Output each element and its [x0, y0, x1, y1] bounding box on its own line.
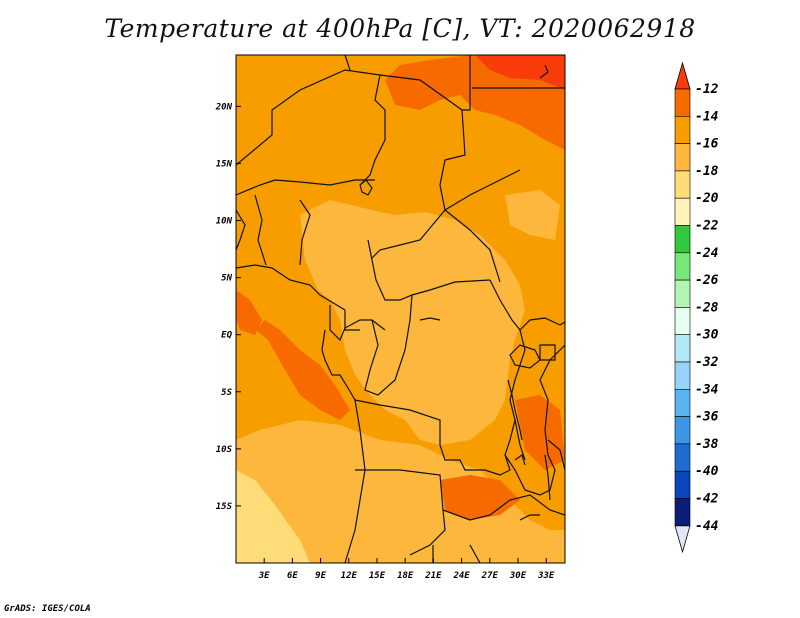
x-tick-label: 12E [341, 571, 358, 581]
x-tick-label: 9E [315, 571, 326, 581]
x-tick-label: 27E [481, 571, 499, 581]
colorbar-label: -32 [695, 355, 719, 370]
band-minus16-center [300, 200, 525, 445]
x-tick-label: 33E [537, 571, 555, 581]
colorbar-label: -16 [695, 137, 719, 152]
band-minus12-west [236, 290, 262, 335]
x-tick-label: 21E [424, 571, 442, 581]
colorbar-segment [674, 307, 691, 335]
chart-title: Temperature at 400hPa [C], VT: 202006291… [104, 14, 696, 43]
colorbar-label: -24 [695, 246, 719, 261]
colorbar-label: -22 [695, 219, 719, 234]
band-minus16-east [505, 190, 560, 240]
colorbar-segment [674, 279, 691, 308]
y-tick-label: EQ [221, 331, 232, 341]
colorbar: -12 -14 -16 -18 -20 -22 -24 -26 -28 -30 -32 -34 -36 -… [674, 61, 719, 554]
colorbar-segment [674, 170, 691, 199]
colorbar-segment [674, 143, 691, 172]
map-frame [235, 54, 566, 564]
colorbar-label: -14 [695, 109, 719, 124]
band-minus12-south [440, 475, 520, 520]
y-tick-label: 10S [216, 445, 233, 455]
x-tick-label: 30E [509, 571, 527, 581]
colorbar-label: -12 [695, 82, 719, 97]
colorbar-segment [674, 88, 691, 117]
credit-text: GrADS: IGES/COLA [4, 604, 91, 614]
band-minus12-east [515, 395, 565, 470]
band-minus12-coast [256, 320, 350, 420]
country-borders [236, 55, 565, 563]
colorbar-label: -40 [695, 464, 719, 479]
colorbar-segment [674, 361, 691, 390]
x-tick-label: 15E [369, 571, 386, 581]
lakes [359, 64, 551, 521]
colorbar-label: -30 [695, 328, 719, 343]
colorbar-segment [674, 334, 691, 363]
colorbar-segment [674, 443, 691, 472]
colorbar-bottom-triangle [674, 525, 691, 554]
band-minus16-south [236, 420, 565, 563]
colorbar-segment [674, 252, 691, 281]
colorbar-segment [674, 116, 691, 144]
colorbar-segment [674, 416, 691, 445]
y-tick-label: 5N [221, 274, 232, 284]
x-tick-label: 6E [287, 571, 298, 581]
colorbar-label: -20 [695, 191, 719, 206]
y-axis: 20N 15N 10N 5N EQ 5S 10S 15S [215, 102, 241, 512]
colorbar-label: -34 [695, 382, 719, 397]
y-tick-label: 20N [215, 102, 233, 112]
x-tick-label: 18E [397, 571, 414, 581]
colorbar-label: -18 [695, 164, 719, 179]
colorbar-segment [674, 470, 691, 499]
colorbar-label: -38 [695, 437, 719, 452]
y-tick-label: 10N [216, 217, 233, 227]
temperature-fills [236, 55, 565, 563]
x-tick-label: 24E [452, 571, 470, 581]
colorbar-label: -26 [695, 273, 719, 288]
colorbar-segment [674, 197, 691, 226]
x-axis: 3E 6E 9E 12E 15E 18E 21E 24E 27E 30E 33E [258, 558, 555, 581]
y-tick-label: 15S [216, 502, 233, 512]
colorbar-segment [674, 388, 691, 417]
colorbar-segment [674, 225, 691, 254]
band-minus12-ne [385, 55, 565, 150]
band-minus18-sw [236, 470, 310, 563]
colorbar-label: -36 [695, 410, 719, 425]
colorbar-label: -42 [695, 492, 719, 507]
y-tick-label: 5S [221, 388, 232, 398]
x-tick-label: 3E [258, 571, 270, 581]
colorbar-label: -44 [695, 519, 719, 534]
band-minus10-ne [475, 55, 565, 90]
colorbar-label: -28 [695, 300, 719, 315]
colorbar-segment [674, 498, 691, 527]
y-tick-label: 15N [216, 159, 233, 169]
colorbar-top-triangle [674, 61, 691, 90]
